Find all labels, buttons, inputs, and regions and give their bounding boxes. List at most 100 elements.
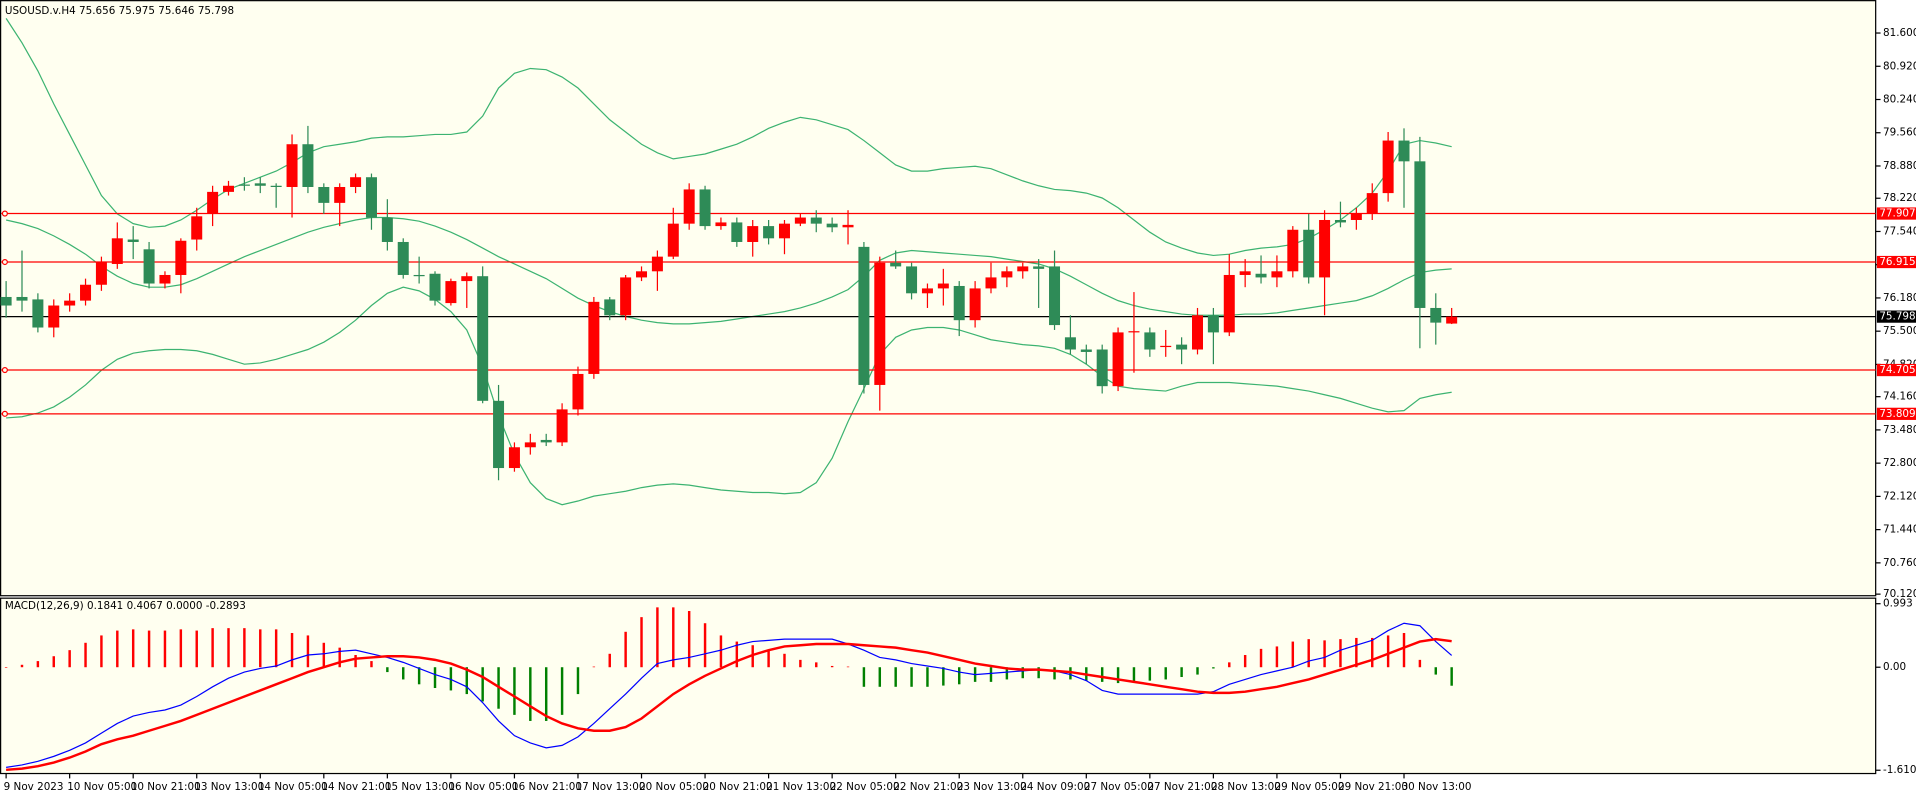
macd-histogram-bar bbox=[1291, 641, 1295, 668]
macd-histogram-bar bbox=[926, 667, 929, 687]
candle-body bbox=[48, 305, 60, 328]
macd-histogram-bar bbox=[386, 667, 389, 673]
y-tick-label: 0.993 bbox=[1883, 598, 1913, 610]
candle-body bbox=[826, 223, 838, 228]
y-tick-label: 70.120 bbox=[1883, 588, 1916, 600]
macd-histogram-bar bbox=[1243, 655, 1247, 668]
macd-histogram-bar bbox=[1355, 637, 1358, 668]
y-tick-label: 78.880 bbox=[1883, 160, 1916, 172]
x-tick-label: 16 Nov 21:00 bbox=[512, 781, 582, 793]
macd-histogram-bar bbox=[1180, 667, 1183, 678]
candle-body bbox=[683, 189, 695, 224]
candle-body bbox=[1207, 315, 1219, 333]
level-anchor bbox=[1, 366, 8, 374]
x-tick-label: 14 Nov 21:00 bbox=[321, 781, 391, 793]
candle-body bbox=[238, 184, 250, 186]
candle-body bbox=[747, 226, 759, 242]
macd-histogram-bar bbox=[735, 641, 739, 668]
macd-histogram-bar bbox=[878, 667, 882, 687]
y-tick-label: 75.500 bbox=[1883, 325, 1916, 337]
candle-body bbox=[1287, 229, 1299, 272]
macd-histogram-bar bbox=[989, 667, 993, 682]
x-tick-label: 20 Nov 05:00 bbox=[639, 781, 709, 793]
candle-body bbox=[1350, 213, 1362, 220]
macd-histogram-bar bbox=[1053, 667, 1056, 680]
candle-body bbox=[1096, 349, 1108, 387]
level-label-box bbox=[1876, 207, 1916, 220]
macd-histogram-bar bbox=[290, 633, 294, 668]
candle-body bbox=[207, 191, 219, 214]
y-tick-label: 79.560 bbox=[1883, 127, 1916, 139]
macd-signal-line bbox=[6, 637, 1452, 772]
candle-body bbox=[175, 240, 187, 275]
last-price-box bbox=[1876, 310, 1916, 323]
y-tick-label: 80.240 bbox=[1883, 94, 1916, 106]
x-tick-label: 29 Nov 21:00 bbox=[1338, 781, 1408, 793]
level-label: 77.907 bbox=[1879, 208, 1915, 220]
level-label: 76.915 bbox=[1879, 256, 1915, 268]
candle-body bbox=[763, 226, 775, 239]
y-tick-label: 81.600 bbox=[1883, 27, 1916, 39]
candle-body bbox=[270, 185, 282, 187]
macd-histogram-bar bbox=[1148, 667, 1152, 681]
candle-body bbox=[318, 186, 330, 203]
candle-body bbox=[461, 276, 473, 282]
last-price-label: 75.798 bbox=[1879, 311, 1915, 323]
macd-histogram-bar bbox=[576, 667, 580, 695]
candle-body bbox=[1430, 307, 1442, 323]
level-label-box bbox=[1876, 255, 1916, 269]
candle-body bbox=[413, 274, 425, 277]
macd-histogram-bar bbox=[259, 629, 262, 668]
price-title: USOUSD.v.H4 75.656 75.975 75.646 75.798 bbox=[5, 5, 234, 17]
y-tick-label: 80.920 bbox=[1883, 60, 1916, 72]
candle-body bbox=[397, 241, 409, 275]
macd-histogram-bar bbox=[402, 667, 405, 680]
band-lower bbox=[6, 286, 1452, 506]
candle-body bbox=[651, 256, 663, 272]
macd-histogram-bar bbox=[354, 655, 357, 668]
macd-histogram-bar bbox=[1307, 639, 1310, 668]
price-pane bbox=[0, 0, 1877, 597]
candle-body bbox=[794, 217, 806, 224]
x-tick-label: 28 Nov 13:00 bbox=[1211, 781, 1281, 793]
macd-histogram-bar bbox=[656, 607, 659, 668]
candle-body bbox=[1192, 315, 1203, 350]
macd-histogram-bar bbox=[1418, 659, 1422, 668]
macd-histogram-bar bbox=[433, 667, 437, 689]
candle-body bbox=[1303, 229, 1315, 278]
macd-histogram-bar bbox=[131, 629, 135, 668]
candle-body bbox=[445, 281, 457, 304]
x-tick-label: 23 Nov 13:00 bbox=[957, 781, 1027, 793]
macd-histogram-bar bbox=[36, 661, 40, 668]
candle-body bbox=[1033, 266, 1045, 269]
level-label-box bbox=[1876, 363, 1916, 377]
macd-histogram-bar bbox=[1037, 667, 1040, 679]
candle-body bbox=[302, 144, 314, 187]
candle-body bbox=[858, 246, 870, 385]
y-tick-label: 72.800 bbox=[1883, 457, 1916, 469]
level-anchor bbox=[1, 410, 8, 417]
macd-histogram-bar bbox=[640, 617, 643, 668]
candle-body bbox=[1112, 332, 1124, 387]
candle-body bbox=[254, 183, 266, 186]
level-anchor bbox=[1, 210, 8, 217]
x-tick-label: 10 Nov 21:00 bbox=[131, 781, 201, 793]
macd-histogram-bar bbox=[894, 667, 897, 687]
candle-body bbox=[111, 238, 123, 264]
macd-histogram-bar bbox=[52, 656, 55, 668]
candle-body bbox=[985, 277, 997, 289]
macd-histogram-bar bbox=[1228, 662, 1231, 668]
candle-body bbox=[477, 276, 489, 401]
macd-histogram-bar bbox=[1212, 667, 1215, 669]
macd-histogram-bar bbox=[1116, 667, 1120, 684]
x-tick-label: 10 Nov 05:00 bbox=[67, 781, 137, 793]
macd-histogram-bar bbox=[783, 653, 786, 668]
macd-histogram-bar bbox=[958, 667, 961, 685]
x-tick-label: 27 Nov 21:00 bbox=[1147, 781, 1217, 793]
candle-body bbox=[429, 273, 441, 301]
candle-body bbox=[16, 296, 28, 301]
candle-body bbox=[64, 300, 76, 306]
candle-body bbox=[588, 301, 600, 374]
